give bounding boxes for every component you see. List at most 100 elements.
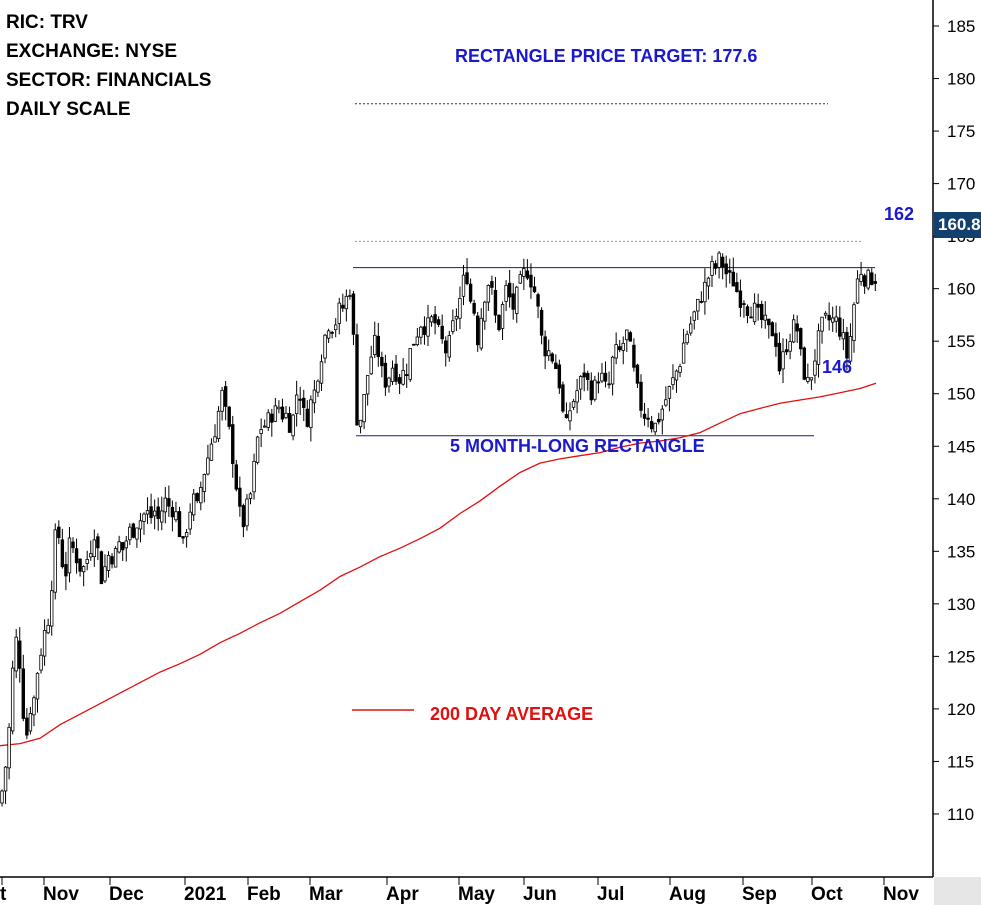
candle	[362, 393, 366, 430]
y-tick-label: 120	[947, 700, 975, 719]
candle	[870, 268, 874, 286]
candle	[472, 299, 476, 316]
candle-body	[507, 282, 512, 298]
candle-body	[831, 317, 835, 323]
candle-body	[671, 377, 675, 386]
candle-body	[600, 372, 604, 382]
candle-body	[610, 356, 615, 385]
candle	[337, 297, 341, 335]
candle-body	[337, 302, 341, 324]
candle-body	[543, 336, 547, 357]
candle-body	[280, 406, 285, 420]
candle-body	[752, 302, 757, 323]
candle	[614, 332, 618, 365]
candle-body	[149, 506, 153, 519]
upper-boundary-label: 162	[884, 204, 915, 224]
candle-body	[862, 275, 867, 287]
candle	[873, 273, 877, 291]
candle-body	[561, 384, 565, 412]
candle-body	[195, 493, 199, 502]
candle-body	[412, 343, 416, 346]
candle-body	[135, 527, 139, 540]
candle-body	[50, 590, 54, 627]
candle	[720, 253, 725, 280]
candle	[390, 360, 395, 386]
candle	[557, 359, 562, 394]
candle	[433, 305, 437, 335]
x-tick-label: Nov	[883, 884, 919, 905]
candle	[522, 258, 526, 290]
candle-body	[181, 536, 185, 539]
candle-body	[678, 366, 682, 373]
candle-body	[394, 363, 398, 382]
candle-body	[791, 319, 796, 343]
candle-body	[870, 272, 874, 285]
candle	[213, 424, 217, 443]
candle-body	[642, 413, 647, 419]
y-tick-label: 135	[947, 542, 975, 561]
candle	[717, 251, 721, 279]
candle	[664, 386, 668, 407]
candle	[674, 369, 679, 393]
candle-body	[578, 376, 583, 390]
candle-body	[231, 424, 235, 464]
candle-body	[681, 342, 686, 364]
candle-body	[71, 541, 75, 549]
candle	[50, 580, 54, 636]
candle-body	[128, 526, 132, 541]
candle	[447, 330, 451, 362]
candle	[515, 285, 519, 323]
candle-body	[472, 302, 476, 314]
candle-body	[302, 397, 306, 408]
candle-body	[724, 263, 728, 275]
candle	[589, 372, 593, 405]
candle	[745, 304, 750, 324]
moving-average-layer	[0, 382, 877, 747]
candle	[7, 723, 11, 780]
candle-body	[525, 270, 530, 279]
candle	[67, 526, 72, 583]
y-tick-label: 180	[947, 70, 975, 89]
candle	[511, 283, 515, 320]
ric-label: RIC: TRV	[6, 12, 88, 33]
candle	[838, 306, 842, 341]
candle-body	[760, 303, 764, 320]
candle	[767, 318, 771, 339]
candle-body	[547, 350, 551, 357]
candle	[685, 330, 689, 345]
candle-body	[152, 510, 157, 517]
candle-body	[813, 360, 817, 376]
candle-body	[834, 316, 838, 322]
candle-body	[784, 349, 789, 353]
candle	[32, 695, 36, 727]
candle-body	[806, 377, 810, 382]
candle	[262, 419, 267, 428]
candle-body	[720, 256, 725, 268]
candle	[0, 789, 4, 807]
candle-body	[273, 405, 278, 422]
candle	[518, 270, 522, 284]
candle	[302, 389, 306, 422]
candle	[177, 506, 182, 538]
x-tick-label: t	[0, 884, 7, 905]
candle	[184, 529, 189, 548]
candle	[163, 487, 167, 524]
candle-body	[468, 283, 473, 302]
candle-body	[96, 536, 100, 549]
candle	[621, 336, 625, 365]
y-tick-label: 115	[947, 752, 974, 771]
candle	[862, 273, 867, 294]
candle	[284, 406, 288, 420]
candle-body	[479, 317, 483, 349]
candle-body	[39, 654, 43, 671]
candle	[142, 512, 146, 535]
candle	[525, 259, 530, 281]
candle	[752, 293, 757, 325]
candle	[14, 628, 18, 679]
candle	[53, 523, 57, 600]
candle-body	[621, 342, 625, 351]
candle	[117, 535, 121, 554]
candle	[451, 309, 455, 335]
candle-body	[738, 290, 743, 308]
candle-body	[703, 281, 707, 303]
